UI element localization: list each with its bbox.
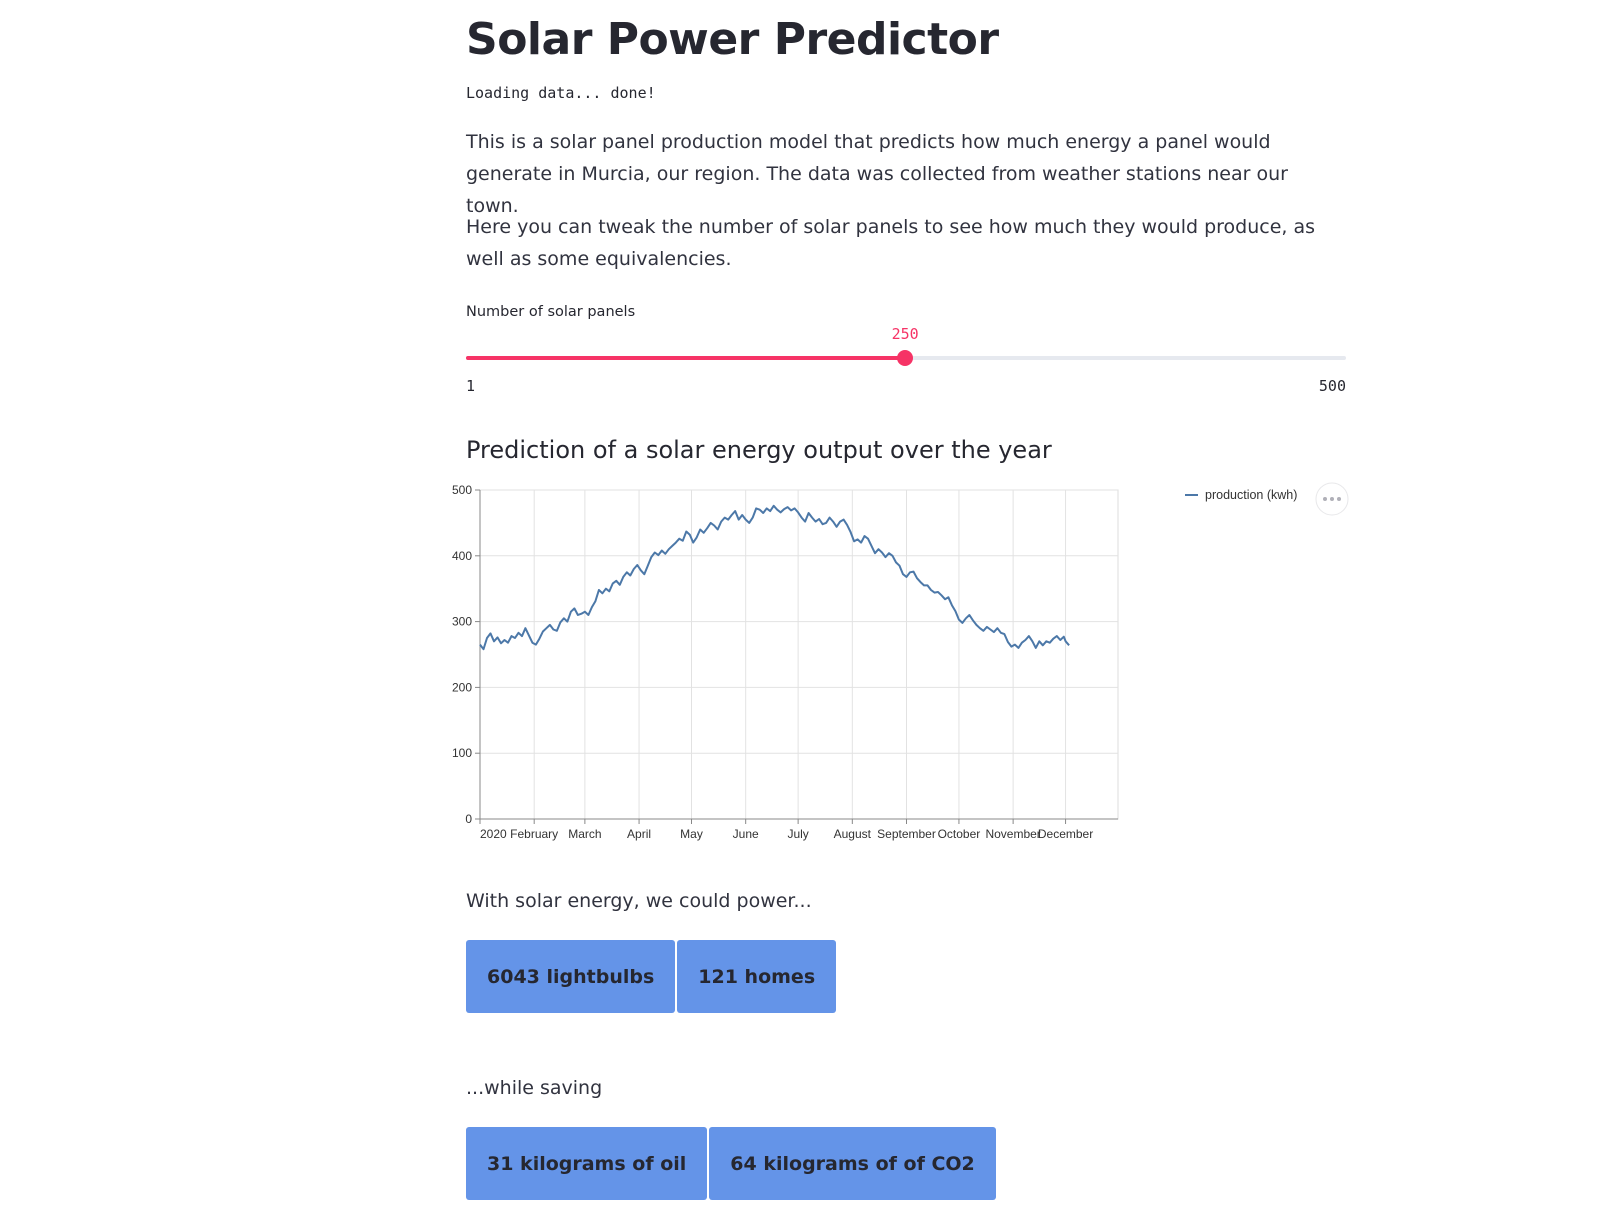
production-series-line (479, 504, 1070, 651)
saving-intro-text: ...while saving (466, 1077, 603, 1099)
y-tick-label: 400 (452, 549, 472, 563)
solar-panels-slider[interactable]: 250 1 500 (466, 325, 1346, 405)
production-line-chart: 0 100 200 300 400 500 2020 February March April Ma… (452, 482, 1349, 841)
slider-max-label: 500 (1318, 377, 1346, 395)
page-title: Solar Power Predictor (466, 14, 999, 65)
slider-track-filled[interactable] (466, 356, 906, 360)
chart-legend: production (kwh) (1185, 488, 1297, 502)
x-tick-label: October (938, 827, 981, 841)
y-tick-label: 0 (465, 812, 472, 826)
x-tick-label: November (985, 827, 1040, 841)
slider-label: Number of solar panels (466, 304, 636, 320)
intro-paragraph-1: This is a solar panel production model t… (466, 131, 1288, 217)
intro-paragraph-2: Here you can tweak the number of solar p… (466, 216, 1316, 270)
chart-axes: 0 100 200 300 400 500 2020 February March April Ma… (452, 483, 1118, 841)
chart-series (479, 504, 1070, 651)
x-tick-label: June (733, 827, 759, 841)
slider-thumb[interactable] (897, 350, 914, 366)
slider-current-value: 250 (891, 325, 919, 343)
legend-label: production (kwh) (1205, 488, 1297, 502)
ellipsis-icon (1323, 497, 1341, 501)
power-equivalency-row: 6043 lightbulbs 121 homes (466, 940, 837, 1013)
x-tick-label: August (834, 827, 872, 841)
x-tick-label: September (877, 827, 936, 841)
oil-card: 31 kilograms of oil (466, 1127, 708, 1200)
x-tick-label: December (1038, 827, 1093, 841)
y-tick-label: 500 (452, 483, 472, 497)
homes-card: 121 homes (677, 940, 837, 1013)
y-tick-label: 200 (452, 680, 472, 694)
y-tick-label: 300 (452, 615, 472, 629)
x-tick-label: July (787, 827, 808, 841)
x-tick-label: March (568, 827, 601, 841)
x-tick-label: April (627, 827, 651, 841)
plot-frame (479, 489, 1119, 820)
chart-grid (479, 489, 1119, 820)
lightbulbs-card: 6043 lightbulbs (466, 940, 676, 1013)
chart-subheader: Prediction of a solar energy output over… (466, 436, 1052, 464)
power-intro-text: With solar energy, we could power... (466, 890, 812, 912)
x-tick-label: 2020 (480, 827, 507, 841)
x-tick-label: May (680, 827, 703, 841)
co2-card: 64 kilograms of of CO2 (709, 1127, 996, 1200)
chart-menu-button[interactable] (1315, 482, 1349, 516)
y-tick-label: 100 (452, 746, 472, 760)
slider-min-label: 1 (466, 377, 476, 395)
x-tick-label: February (510, 827, 558, 841)
loading-status: Loading data... done! (466, 84, 656, 102)
saving-equivalency-row: 31 kilograms of oil 64 kilograms of of C… (466, 1127, 996, 1200)
